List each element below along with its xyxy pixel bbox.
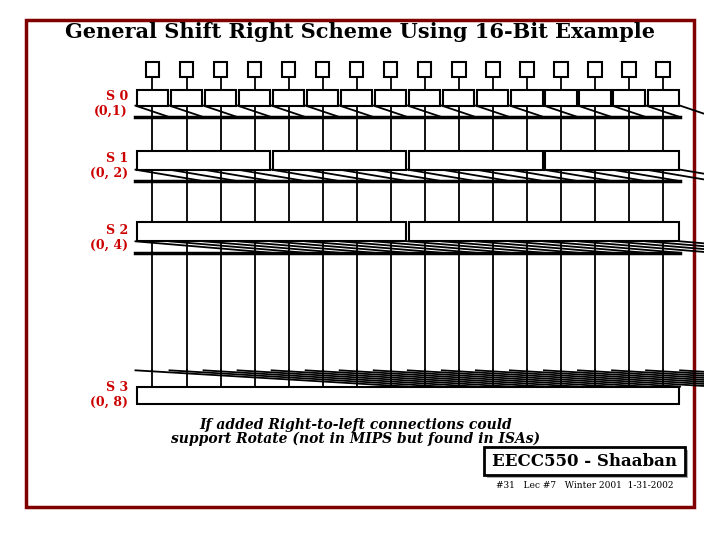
Bar <box>145 62 159 77</box>
Bar <box>273 90 305 106</box>
Bar <box>248 62 261 77</box>
Bar <box>657 62 670 77</box>
Bar <box>409 151 542 170</box>
Text: S 0
(0,1): S 0 (0,1) <box>94 90 128 118</box>
Bar <box>418 62 431 77</box>
Bar <box>273 151 406 170</box>
Text: support Rotate (not in MIPS but found in ISAs): support Rotate (not in MIPS but found in… <box>171 432 540 447</box>
Text: S 3
(0, 8): S 3 (0, 8) <box>90 381 128 409</box>
Bar <box>580 90 611 106</box>
Bar <box>282 62 295 77</box>
Bar <box>350 62 364 77</box>
Bar <box>137 151 270 170</box>
Bar <box>137 222 406 241</box>
Bar <box>511 90 542 106</box>
Bar <box>239 90 270 106</box>
Text: S 1
(0, 2): S 1 (0, 2) <box>90 152 128 180</box>
Bar <box>307 90 338 106</box>
Bar <box>477 90 508 106</box>
Bar <box>205 90 236 106</box>
Bar <box>171 90 202 106</box>
Bar <box>485 447 685 475</box>
Bar <box>588 62 602 77</box>
Bar <box>409 222 679 241</box>
Bar <box>341 90 372 106</box>
Bar <box>180 62 193 77</box>
Bar <box>409 90 441 106</box>
Bar <box>444 90 474 106</box>
Text: S 2
(0, 4): S 2 (0, 4) <box>90 224 128 252</box>
Text: #31   Lec #7   Winter 2001  1-31-2002: #31 Lec #7 Winter 2001 1-31-2002 <box>496 482 673 490</box>
Bar <box>545 90 577 106</box>
Bar <box>316 62 329 77</box>
Bar <box>214 62 228 77</box>
Text: General Shift Right Scheme Using 16-Bit Example: General Shift Right Scheme Using 16-Bit … <box>65 22 655 42</box>
Bar <box>137 90 168 106</box>
Bar <box>487 450 688 478</box>
Bar <box>554 62 567 77</box>
Bar <box>452 62 466 77</box>
Bar <box>521 62 534 77</box>
Text: EECC550 - Shaaban: EECC550 - Shaaban <box>492 453 677 470</box>
Bar <box>375 90 406 106</box>
Bar <box>647 90 679 106</box>
Bar <box>613 90 644 106</box>
Bar <box>137 387 679 404</box>
Bar <box>384 62 397 77</box>
Bar <box>545 151 679 170</box>
Text: If added Right-to-left connections could: If added Right-to-left connections could <box>199 418 512 432</box>
Bar <box>486 62 500 77</box>
Bar <box>622 62 636 77</box>
